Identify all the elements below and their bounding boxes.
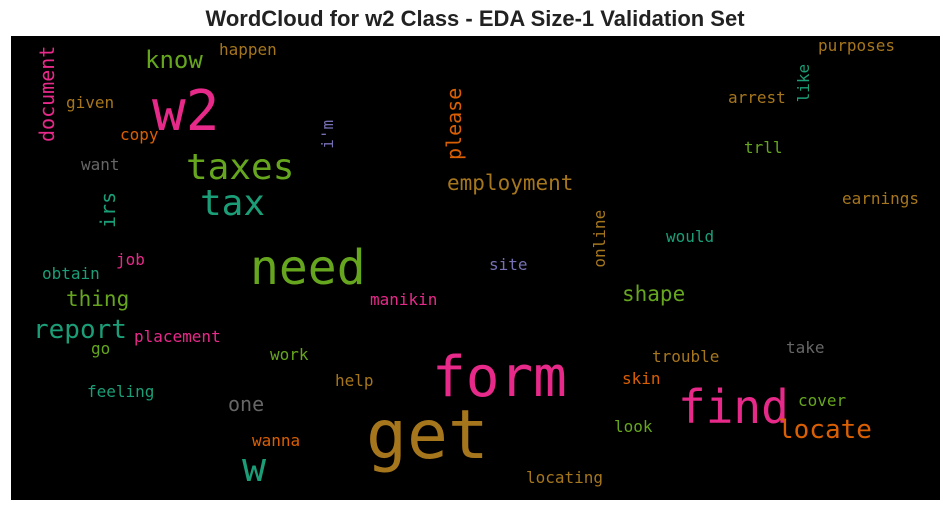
word-42: cover [798,391,847,410]
word-cloud-canvas: get form w2 need find w taxes tax locate report kn… [11,36,940,500]
word-7: tax [200,183,266,224]
word-23: copy [120,125,159,144]
word-40: skin [622,369,661,388]
word-10: know [145,46,203,74]
word-0: get [366,396,489,475]
word-5: w [242,445,267,491]
word-30: job [116,250,145,269]
word-25: want [81,155,120,174]
word-13: thing [66,287,130,311]
word-9: report [33,315,127,345]
word-34: placement [134,327,221,346]
word-29: would [666,227,715,246]
word-44: wanna [252,431,301,450]
word-24: i'm [318,119,337,149]
word-21: arrest [728,88,786,107]
word-38: take [786,338,825,357]
word-14: document [35,45,59,142]
chart-title: WordCloud for w2 Class - EDA Size-1 Vali… [205,6,745,31]
word-27: earnings [842,189,920,208]
word-15: please [442,87,466,160]
word-41: feeling [87,382,155,401]
word-20: given [66,93,115,112]
word-6: taxes [186,147,295,188]
word-18: happen [219,40,277,59]
word-4: find [678,380,789,434]
word-39: help [335,371,374,390]
word-31: obtain [42,264,100,283]
word-28: online [590,209,609,268]
word-35: go [91,339,111,358]
word-1: form [432,345,567,410]
word-2: w2 [152,79,220,144]
word-16: irs [96,191,120,228]
word-3: need [250,240,366,296]
word-8: locate [778,415,872,445]
word-26: trll [744,138,783,157]
word-11: employment [447,171,574,195]
word-45: locating [526,468,604,487]
word-22: like [794,63,813,103]
word-32: site [489,255,528,274]
word-33: manikin [370,290,438,309]
word-12: shape [622,282,686,306]
word-37: trouble [652,347,720,366]
word-19: purposes [818,36,896,55]
word-36: work [270,345,309,364]
word-17: one [228,392,265,416]
word-43: look [614,417,653,436]
